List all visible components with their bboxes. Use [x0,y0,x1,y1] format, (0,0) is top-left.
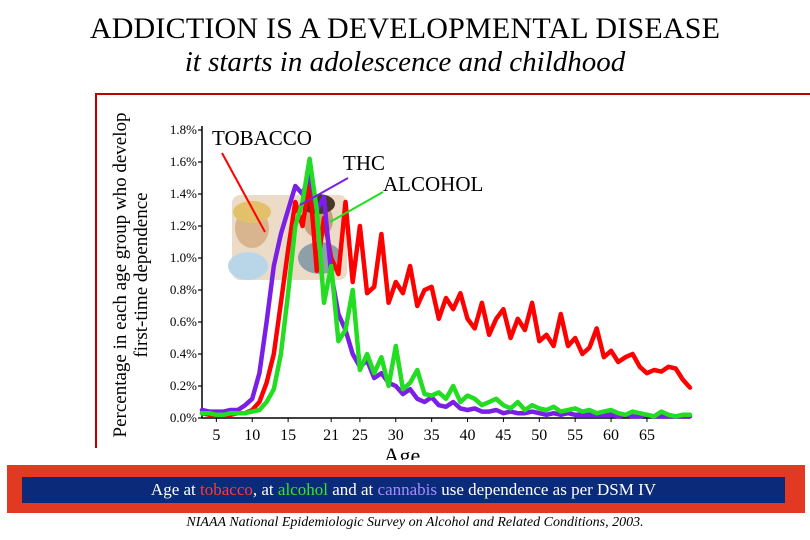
y-tick-label: 0.0% [170,410,197,425]
y-tick-label: 0.4% [170,346,197,361]
caption-suffix: use dependence as per DSM IV [437,480,657,499]
x-tick-label: 10 [244,427,260,444]
y-ticks: 0.0% 0.2% 0.4% 0.6% 0.8% 1.0% 1.2% 1.4% 1.6% 1.8% [170,122,202,425]
x-tick-label: 5 [212,427,220,444]
x-tick-label: 15 [280,427,296,444]
source-citation: NIAAA National Epidemiologic Survey on A… [186,515,644,530]
slide-subtitle: it starts in adolescence and childhood [184,46,626,78]
caption-cannabis: cannabis [377,480,438,499]
y-tick-label: 0.6% [170,314,197,329]
y-tick-label: 1.2% [170,218,197,233]
series-line-alcohol [199,156,693,419]
caption-alcohol: alcohol [277,480,328,499]
x-axis-label: Age [384,443,421,460]
annotation-label-thc: THC [343,151,385,175]
y-tick-label: 1.0% [170,250,197,265]
title-divider [95,93,810,95]
caption-sep1: , at [252,480,278,499]
x-tick-label: 65 [639,427,655,444]
x-tick-label: 25 [352,427,368,444]
series-lines [199,156,693,419]
x-tick-label: 40 [460,427,476,444]
annotation-pointer-thc [299,177,349,206]
series-line-tobacco [199,178,693,418]
left-divider [95,93,97,448]
x-tick-label: 60 [603,427,619,444]
axes [201,126,690,419]
y-tick-label: 0.2% [170,378,197,393]
caption-tobacco: tobacco [200,480,253,499]
x-tick-label: 55 [567,427,583,444]
y-tick-label: 1.6% [170,154,197,169]
x-tick-label: 50 [531,427,547,444]
photo-hair-left [233,201,271,223]
y-tick-label: 1.4% [170,186,197,201]
caption-prefix: Age at [150,480,201,499]
x-tick-label: 45 [495,427,511,444]
x-tick-label: 21 [323,427,339,444]
y-tick-label: 0.8% [170,282,197,297]
chart: 0.0% 0.2% 0.4% 0.6% 0.8% 1.0% 1.2% 1.4% 1.6% 1.8%… [170,122,693,460]
annotation-pointer-alcohol [329,191,384,223]
annotation-pointer-tobacco [221,152,266,233]
annotation-label-alcohol: ALCOHOL [383,172,483,196]
series-line-thc [199,172,693,419]
slide-title: ADDICTION IS A DEVELOPMENTAL DISEASE [89,12,721,45]
photo-shirt-left [228,252,268,280]
caption: Age at tobacco, at alcohol and at cannab… [22,477,785,503]
x-tick-label: 35 [424,427,440,444]
x-ticks: 5 10 15 21 25 30 35 40 45 50 55 60 65 [212,418,655,444]
caption-sep2: and at [327,480,378,499]
y-tick-label: 1.8% [170,122,197,137]
annotation-label-tobacco: TOBACCO [212,126,312,150]
x-tick-label: 30 [388,427,404,444]
